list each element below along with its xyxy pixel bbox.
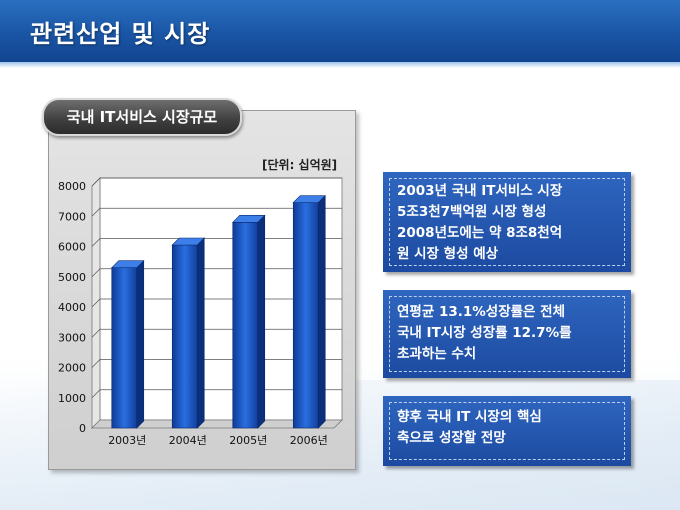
bar-side bbox=[136, 259, 145, 429]
info-box-market-size: 2003년 국내 IT서비스 시장 5조3천7백억원 시장 형성 2008년도에… bbox=[383, 172, 631, 272]
info-box-text: 연평균 13.1%성장률은 전체 국내 IT시장 성장률 12.7%를 초과하는… bbox=[397, 304, 572, 362]
x-tick-label: 2005년 bbox=[229, 434, 267, 447]
y-tick-label: 5000 bbox=[58, 271, 86, 284]
y-tick-label: 4000 bbox=[58, 301, 86, 314]
bar-side bbox=[317, 194, 326, 429]
y-tick-label: 3000 bbox=[58, 331, 86, 344]
bar-top bbox=[111, 260, 145, 268]
x-tick-label: 2004년 bbox=[169, 434, 207, 447]
bar-side bbox=[196, 237, 205, 429]
header-divider bbox=[0, 62, 680, 68]
bar-top bbox=[232, 215, 266, 223]
x-tick-label: 2006년 bbox=[290, 434, 328, 447]
info-box-text: 2003년 국내 IT서비스 시장 5조3천7백억원 시장 형성 2008년도에… bbox=[397, 183, 563, 262]
chart-title-tab: 국내 IT서비스 시장규모 bbox=[42, 98, 242, 136]
bar bbox=[232, 222, 259, 429]
info-box-growth-rate: 연평균 13.1%성장률은 전체 국내 IT시장 성장률 12.7%를 초과하는… bbox=[383, 290, 631, 378]
y-tick-label: 7000 bbox=[58, 210, 86, 223]
bar-side bbox=[257, 214, 266, 429]
gridline bbox=[91, 207, 342, 217]
gridline bbox=[91, 177, 342, 187]
y-tick-label: 1000 bbox=[58, 392, 86, 405]
x-tick-label: 2003년 bbox=[108, 434, 146, 447]
bar bbox=[171, 244, 198, 429]
bar bbox=[292, 202, 319, 429]
info-box-text: 향후 국내 IT 시장의 핵심 축으로 성장할 전망 bbox=[397, 409, 542, 446]
bar-top bbox=[292, 195, 326, 203]
y-tick-label: 0 bbox=[79, 422, 86, 435]
info-box-border bbox=[389, 178, 625, 266]
info-box-border bbox=[389, 296, 625, 372]
header-bar: 관련산업 및 시장 bbox=[0, 0, 680, 62]
info-box-outlook: 향후 국내 IT 시장의 핵심 축으로 성장할 전망 bbox=[383, 396, 631, 466]
info-box-border bbox=[389, 402, 625, 460]
bar bbox=[111, 267, 138, 429]
unit-label: [단위: 십억원] bbox=[262, 158, 338, 172]
y-tick-label: 6000 bbox=[58, 241, 86, 254]
bar-top bbox=[171, 237, 205, 246]
page-title: 관련산업 및 시장 bbox=[30, 20, 211, 48]
y-tick-label: 8000 bbox=[58, 180, 86, 193]
y-tick-label: 2000 bbox=[58, 362, 86, 375]
